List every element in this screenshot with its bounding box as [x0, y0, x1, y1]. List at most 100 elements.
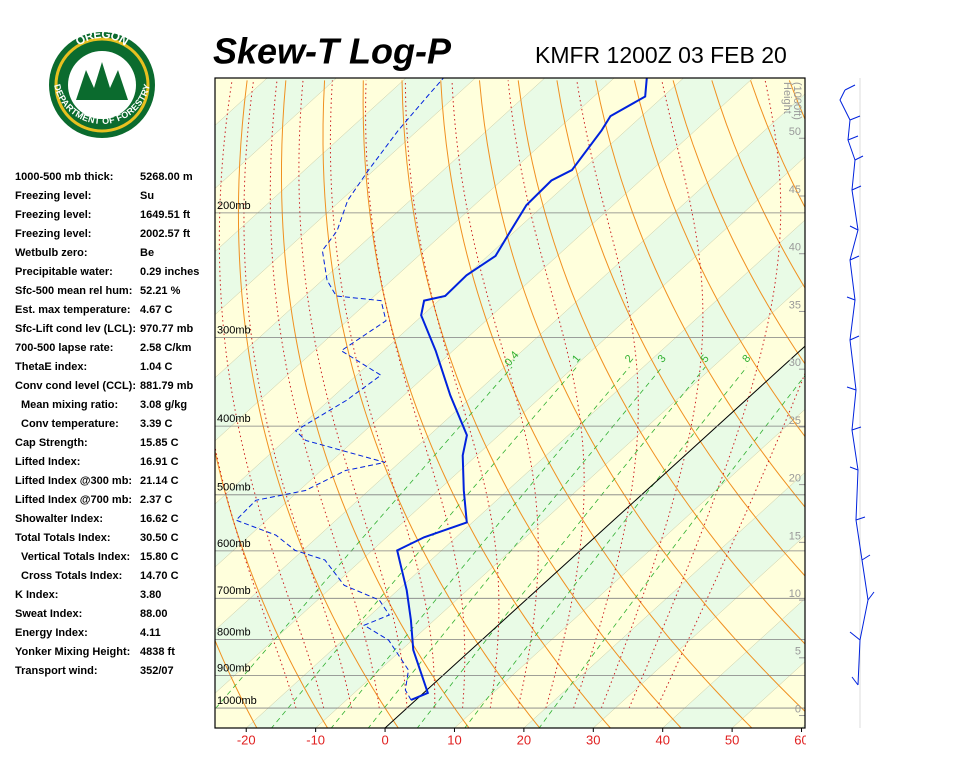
mixing-ratio-line — [367, 366, 663, 728]
isotherm — [215, 78, 545, 379]
index-value: 3.08 g/kg — [140, 399, 187, 411]
sounding-profile — [396, 78, 648, 701]
index-label: Sfc-500 mean rel hum: — [15, 285, 132, 297]
zero-isotherm — [384, 345, 805, 728]
pressure-label: 800mb — [217, 626, 251, 638]
isotherm — [215, 78, 337, 189]
index-label: Showalter Index: — [15, 513, 103, 525]
logo: OREGON DEPARTMENT OF FORESTRY — [49, 27, 155, 138]
moist-adiabat — [365, 80, 466, 709]
dry-adiabat — [905, 80, 960, 728]
plot-frame — [214, 77, 806, 729]
isotherm — [215, 78, 407, 252]
height-tick-label: 50 — [789, 126, 801, 138]
pressure-label: 1000mb — [217, 695, 257, 707]
moist-adiabat — [404, 80, 500, 709]
index-label: ThetaE index: — [15, 361, 87, 373]
dry-adiabat — [788, 80, 805, 121]
height-tick-label: 40 — [789, 242, 801, 254]
mixing-ratio-line — [271, 366, 578, 728]
pressure-label: 400mb — [217, 413, 251, 425]
isotherm-band — [215, 78, 805, 631]
moist-adiabat — [215, 444, 297, 709]
index-value: 30.50 C — [140, 532, 179, 544]
index-value: 0.29 inches — [140, 266, 199, 278]
height-tick-label: 5 — [795, 646, 801, 658]
index-label: Wetbulb zero: — [15, 247, 88, 259]
dry-adiabat — [867, 80, 960, 728]
axes: 1000mb 900mb 800mb 700mb 600mb 500mb 400mb 300m… — [217, 82, 808, 747]
index-label: Freezing level: — [15, 190, 91, 202]
index-value: 21.14 C — [140, 475, 179, 487]
height-tick-label: 10 — [789, 588, 801, 600]
moist-adiabat — [218, 80, 325, 709]
isotherm — [215, 93, 805, 631]
index-value: 2.37 C — [140, 494, 172, 506]
pressure-label: 200mb — [217, 200, 251, 212]
wind-barbs — [839, 78, 875, 728]
isotherm-band — [215, 156, 805, 728]
moist-adiabat — [507, 80, 585, 709]
index-value: 4838 ft — [140, 646, 175, 658]
index-value: 15.85 C — [140, 437, 179, 449]
dry-adiabat — [633, 80, 805, 438]
height-tick-label: 20 — [789, 473, 801, 485]
height-axis-label: Height — [781, 82, 793, 114]
pressure-label: 500mb — [217, 482, 251, 494]
chart-subtitle: KMFR 1200Z 03 FEB 20 — [535, 42, 787, 68]
isotherm — [246, 219, 805, 728]
sounding-profile — [235, 78, 444, 701]
index-value: 16.62 C — [140, 513, 179, 525]
index-value: 3.80 — [140, 589, 161, 601]
index-value: 970.77 mb — [140, 323, 193, 335]
height-tick-label: 0 — [795, 703, 801, 715]
mixing-ratio-label: 16 — [803, 350, 820, 367]
isotherm — [215, 78, 684, 505]
pressure-label: 300mb — [217, 325, 251, 337]
moist-adiabat — [269, 80, 380, 709]
index-value: 352/07 — [140, 665, 174, 677]
isotherm — [454, 408, 805, 728]
index-value: 2002.57 ft — [140, 228, 190, 240]
isotherm — [215, 78, 476, 316]
index-value: 3.39 C — [140, 418, 172, 430]
index-label: Cap Strength: — [15, 437, 88, 449]
isotherm-band — [801, 724, 805, 728]
isotherm — [215, 78, 754, 568]
logo-top: OREGON — [73, 27, 131, 49]
x-tick-label: 30 — [586, 732, 600, 747]
index-label: Cross Totals Index: — [21, 570, 122, 582]
index-label: Yonker Mixing Height: — [15, 646, 130, 658]
index-label: Lifted Index @700 mb: — [15, 494, 132, 506]
x-tick-label: 60 — [794, 732, 808, 747]
mixing-ratio-line — [330, 366, 630, 728]
index-label: Energy Index: — [15, 627, 88, 639]
index-value: 4.11 — [140, 627, 161, 639]
index-label: Mean mixing ratio: — [21, 399, 118, 411]
pressure-label: 600mb — [217, 538, 251, 550]
index-label: Vertical Totals Index: — [21, 551, 130, 563]
index-label: K Index: — [15, 589, 58, 601]
index-value: 4.67 C — [140, 304, 172, 316]
dry-adiabat — [215, 639, 258, 728]
index-label: Transport wind: — [15, 665, 98, 677]
index-value: 14.70 C — [140, 570, 179, 582]
height-tick-label: 15 — [789, 530, 801, 542]
plot-area: 0.4 1 2 3 5 8 16 — [215, 78, 960, 728]
isotherm — [523, 472, 805, 728]
dry-adiabat — [944, 80, 960, 728]
index-value: 5268.00 m — [140, 171, 193, 183]
moist-adiabat — [628, 80, 782, 709]
height-tick-label: 30 — [789, 357, 801, 369]
isotherm — [593, 535, 805, 728]
index-label: Sfc-Lift cond lev (LCL): — [15, 323, 136, 335]
index-label: Sweat Index: — [15, 608, 82, 620]
x-tick-label: 40 — [655, 732, 669, 747]
dry-adiabat — [828, 80, 960, 728]
index-label: 1000-500 mb thick: — [15, 171, 113, 183]
isotherm — [801, 724, 805, 728]
isotherm — [315, 282, 805, 728]
index-label: Freezing level: — [15, 228, 91, 240]
index-label: Conv cond level (CCL): — [15, 380, 136, 392]
